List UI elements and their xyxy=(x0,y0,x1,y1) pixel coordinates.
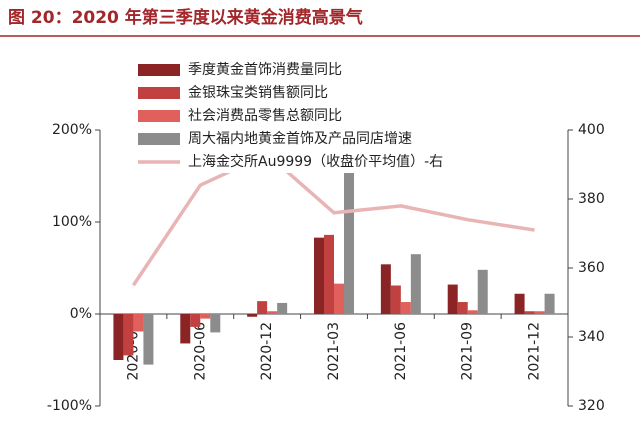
legend-bg xyxy=(136,82,536,104)
bar xyxy=(267,311,278,314)
x-tick-label: 2021-09 xyxy=(460,322,476,381)
bar xyxy=(534,311,545,314)
bar xyxy=(143,314,154,365)
legend-swatch xyxy=(138,133,180,145)
legend-bg xyxy=(136,151,536,173)
bar xyxy=(180,314,191,344)
bar xyxy=(524,311,535,314)
bar xyxy=(400,302,411,314)
legend-swatch xyxy=(138,64,180,76)
legend-label: 季度黄金首饰消费量同比 xyxy=(188,61,342,78)
chart-title: 图 20：2020 年第三季度以来黄金消费高景气 xyxy=(8,7,363,28)
legend-label: 金银珠宝类销售额同比 xyxy=(188,85,328,101)
bar xyxy=(123,314,134,356)
bar xyxy=(324,234,334,314)
line xyxy=(131,152,535,287)
y2-tick-label: 340 xyxy=(578,329,605,345)
bar xyxy=(514,293,525,314)
bar xyxy=(200,314,211,319)
legend-bg xyxy=(136,59,536,81)
legend-label: 上海金交所Au9999（收盘价平均值）-右 xyxy=(188,153,443,170)
y-tick-label: 100% xyxy=(52,214,92,230)
x-tick-label: 2020-12 xyxy=(259,322,275,381)
bar xyxy=(447,284,458,314)
bar xyxy=(113,314,124,360)
legend-swatch xyxy=(138,110,180,122)
y2-tick-label: 380 xyxy=(578,191,605,207)
y2-tick-label: 360 xyxy=(578,260,605,276)
bar xyxy=(410,254,421,314)
bar xyxy=(467,310,478,314)
legend-label: 周大福内地黄金首饰及产品同店增速 xyxy=(188,130,412,147)
bar xyxy=(334,283,344,314)
x-tick-label: 2021-03 xyxy=(326,322,342,381)
bar xyxy=(380,264,391,314)
bar xyxy=(247,314,258,317)
bar xyxy=(457,302,468,314)
y-tick-label: -100% xyxy=(47,398,92,414)
y2-tick-label: 320 xyxy=(578,398,605,414)
bar xyxy=(314,237,324,314)
bar xyxy=(133,314,144,332)
bar xyxy=(277,302,288,314)
bar xyxy=(257,301,268,314)
x-tick-label: 2021-06 xyxy=(393,322,409,381)
legend-swatch xyxy=(138,87,180,99)
x-tick-label: 2021-12 xyxy=(527,322,543,381)
x-tick-label: 2020-06 xyxy=(192,322,208,381)
legend-bg xyxy=(136,105,536,127)
bar xyxy=(210,314,221,333)
y-tick-label: 200% xyxy=(52,122,92,138)
bar xyxy=(390,285,401,314)
bar xyxy=(544,293,555,314)
legend-label: 社会消费品零售总额同比 xyxy=(188,108,342,124)
legend-bg xyxy=(136,128,536,150)
y2-tick-label: 400 xyxy=(578,122,605,138)
bar xyxy=(477,269,488,314)
y-tick-label: 0% xyxy=(70,306,92,322)
bar xyxy=(190,314,201,327)
bar xyxy=(344,169,354,314)
